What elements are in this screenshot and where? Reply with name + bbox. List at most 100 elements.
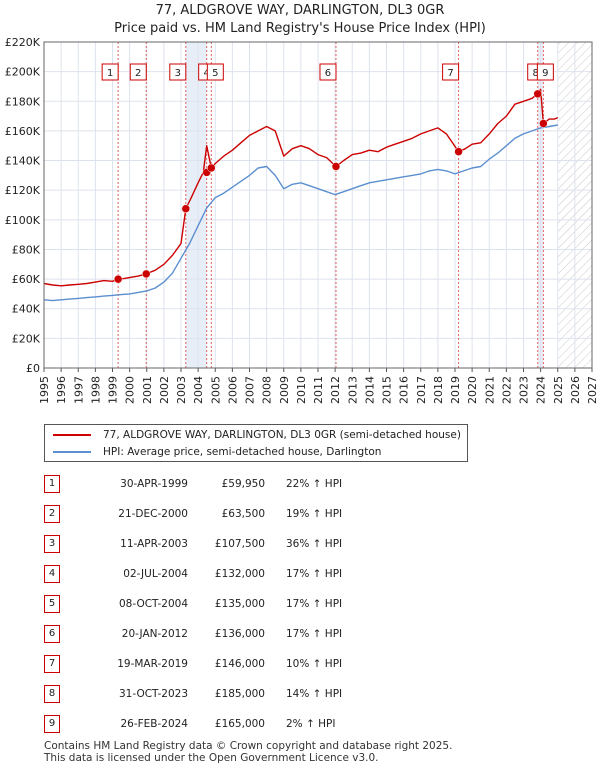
x-tick-label: 2013 xyxy=(346,376,359,404)
y-tick-label: £140K xyxy=(5,155,41,168)
sale-number: 3 xyxy=(44,535,60,553)
sale-date: 21-DEC-2000 xyxy=(118,508,188,520)
sale-point xyxy=(539,119,548,128)
sale-point xyxy=(533,89,542,99)
sale-hpi-change: 19% ↑ HPI xyxy=(286,508,343,520)
sale-box-label: 3 xyxy=(175,68,181,79)
legend-label-hpi: HPI: Average price, semi-detached house,… xyxy=(103,446,382,458)
x-tick-label: 1998 xyxy=(89,376,102,404)
x-tick-label: 2000 xyxy=(124,376,137,404)
y-tick-label: £20K xyxy=(12,332,41,345)
x-tick-label: 2026 xyxy=(569,376,582,404)
series-layer xyxy=(43,88,559,302)
sale-point xyxy=(454,147,463,156)
sale-point xyxy=(207,163,216,173)
y-tick-label: £80K xyxy=(12,243,41,256)
sale-point xyxy=(141,269,151,279)
sale-box-label: 1 xyxy=(107,68,113,79)
legend-item-hpi: HPI: Average price, semi-detached house,… xyxy=(53,444,381,460)
table-row: 7 19-MAR-2019 £146,000 10% ↑ HPI xyxy=(0,650,600,680)
chart-subtitle: Price paid vs. HM Land Registry's House … xyxy=(114,21,486,36)
sale-band xyxy=(185,42,207,368)
footer-copyright: Contains HM Land Registry data © Crown c… xyxy=(44,740,453,752)
legend: 77, ALDGROVE WAY, DARLINGTON, DL3 0GR (s… xyxy=(44,424,468,462)
sale-box-label: 8 xyxy=(533,68,539,79)
x-tick-label: 2017 xyxy=(415,376,428,404)
footer-license: This data is licensed under the Open Gov… xyxy=(44,752,379,764)
sale-box-label: 9 xyxy=(542,68,548,79)
sale-date: 26-FEB-2024 xyxy=(120,718,188,730)
table-row: 5 08-OCT-2004 £135,000 17% ↑ HPI xyxy=(0,590,600,620)
legend-label-property: 77, ALDGROVE WAY, DARLINGTON, DL3 0GR (s… xyxy=(103,429,461,441)
sale-number: 9 xyxy=(44,715,60,733)
legend-swatch-property xyxy=(53,434,91,436)
sale-date: 20-JAN-2012 xyxy=(121,628,188,640)
price-chart: £0 £20K £40K £60K £80K £100K £120K £140K £160K £1… xyxy=(5,36,599,404)
sale-price: £185,000 xyxy=(214,688,265,700)
x-tick-label: 2027 xyxy=(586,376,599,404)
sale-box xyxy=(442,63,460,81)
footer: Contains HM Land Registry data © Crown c… xyxy=(44,740,452,764)
sale-number: 6 xyxy=(44,625,60,643)
x-tick-label: 1997 xyxy=(72,376,85,404)
sale-hpi-change: 22% ↑ HPI xyxy=(286,478,343,490)
x-tick-label: 2008 xyxy=(261,376,274,404)
x-tick-label: 2010 xyxy=(295,376,308,404)
sale-hpi-change: 17% ↑ HPI xyxy=(286,598,343,610)
series-line-hpi xyxy=(43,124,558,302)
x-tick-label: 2019 xyxy=(449,376,462,404)
sale-date: 30-APR-1999 xyxy=(120,478,188,490)
sale-box xyxy=(206,63,224,81)
y-tick-label: £40K xyxy=(12,303,41,316)
x-tick-label: 1995 xyxy=(38,376,51,404)
chart-title: 77, ALDGROVE WAY, DARLINGTON, DL3 0GR xyxy=(155,3,445,18)
legend-swatch-hpi xyxy=(53,451,91,453)
sale-box-label: 4 xyxy=(204,68,210,79)
sale-box xyxy=(129,63,147,81)
sale-number: 5 xyxy=(44,595,60,613)
sale-point xyxy=(181,204,191,213)
x-tick-label: 2021 xyxy=(483,376,496,404)
sale-hpi-change: 36% ↑ HPI xyxy=(286,538,343,550)
sale-box-label: 7 xyxy=(447,68,453,79)
sale-date: 31-OCT-2023 xyxy=(119,688,188,700)
x-tick-label: 2015 xyxy=(381,376,394,404)
sale-price: £165,000 xyxy=(214,718,265,730)
sale-box-label: 5 xyxy=(212,68,218,79)
table-row: 1 30-APR-1999 £59,950 22% ↑ HPI xyxy=(0,470,600,500)
plot-frame xyxy=(43,41,593,369)
x-tick-label: 2016 xyxy=(398,376,411,404)
sale-price: £107,500 xyxy=(214,538,265,550)
sale-points-layer xyxy=(113,89,548,284)
sale-date: 08-OCT-2004 xyxy=(119,598,188,610)
sale-number: 8 xyxy=(44,685,60,703)
y-tick-label: £120K xyxy=(5,184,41,197)
table-row: 8 31-OCT-2023 £185,000 14% ↑ HPI xyxy=(0,680,600,710)
x-tick-label: 2023 xyxy=(518,376,531,404)
table-row: 9 26-FEB-2024 £165,000 2% ↑ HPI xyxy=(0,710,600,740)
y-tick-label: £100K xyxy=(5,214,41,227)
x-tick-label: 2009 xyxy=(278,376,291,404)
sale-point xyxy=(331,162,341,171)
x-tick-label: 2011 xyxy=(312,376,325,404)
sale-hpi-change: 17% ↑ HPI xyxy=(286,568,343,580)
x-tick-label: 1999 xyxy=(107,376,120,404)
sale-price: £59,950 xyxy=(221,478,265,490)
sale-number: 2 xyxy=(44,505,60,523)
x-tick-label: 2020 xyxy=(466,376,479,404)
sale-hpi-change: 10% ↑ HPI xyxy=(286,658,343,670)
sale-price: £132,000 xyxy=(214,568,265,580)
y-tick-label: £180K xyxy=(5,95,41,108)
y-tick-label: £60K xyxy=(12,273,41,286)
x-tick-label: 2003 xyxy=(175,376,188,404)
x-tick-label: 2024 xyxy=(535,376,548,404)
sale-hpi-change: 17% ↑ HPI xyxy=(286,628,343,640)
legend-item-property: 77, ALDGROVE WAY, DARLINGTON, DL3 0GR (s… xyxy=(53,427,461,443)
x-tick-label: 2006 xyxy=(226,376,239,404)
x-tick-label: 2025 xyxy=(552,376,565,404)
table-row: 3 11-APR-2003 £107,500 36% ↑ HPI xyxy=(0,530,600,560)
x-tick-label: 1996 xyxy=(55,376,68,404)
series-line-property xyxy=(43,88,559,287)
